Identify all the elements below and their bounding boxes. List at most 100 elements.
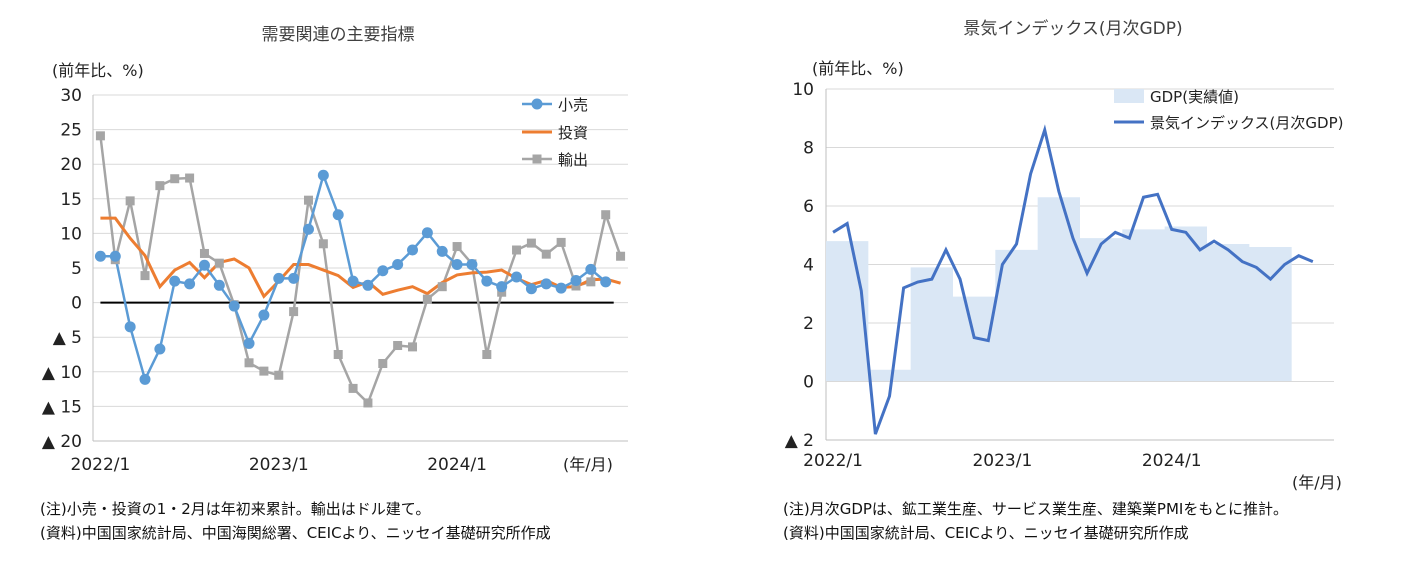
exports-point [393, 341, 402, 350]
exports-point [274, 371, 283, 380]
exports-point [126, 196, 135, 205]
retail-point [199, 260, 210, 271]
left-y-tick-label: ▲ 20 [42, 432, 82, 452]
exports-point [304, 196, 313, 205]
right-x-unit: (年/月) [1292, 473, 1342, 492]
exports-point [601, 210, 610, 219]
exports-point [586, 277, 595, 286]
right-x-tick-label: 2023/1 [972, 451, 1032, 471]
left-x-tick-label: 2023/1 [249, 455, 309, 475]
left-x-tick-label: 2024/1 [427, 455, 487, 475]
retail-point [466, 259, 477, 270]
retail-point [392, 259, 403, 270]
exports-point [408, 342, 417, 351]
exports-point [616, 252, 625, 261]
retail-point [600, 276, 611, 287]
retail-point [229, 301, 240, 312]
left-y-tick-label: 15 [60, 190, 82, 210]
retail-point [214, 280, 225, 291]
exports-point [200, 249, 209, 258]
exports-point [542, 250, 551, 259]
right-y-tick-label: 8 [803, 139, 814, 159]
right-chart-title: 景気インデックス(月次GDP) [963, 18, 1182, 39]
retail-point [362, 280, 373, 291]
retail-point [169, 276, 180, 287]
legend-gdp-swatch [1114, 89, 1144, 103]
exports-point [423, 295, 432, 304]
left-source: (資料)中国国家統計局、中国海関総署、CEICより、ニッセイ基礎研究所作成 [40, 524, 551, 542]
exports-point [438, 282, 447, 291]
right-y-tick-label: 0 [803, 373, 814, 393]
retail-point [377, 265, 388, 276]
legend-exports-marker [533, 155, 542, 164]
right-note: (注)月次GDPは、鉱工業生産、サービス業生産、建築業PMIをもとに推計。 [783, 500, 1288, 518]
legend-label: 輸出 [558, 151, 588, 169]
right-x-tick-label: 2024/1 [1142, 451, 1202, 471]
legend-label: 投資 [558, 124, 588, 142]
retail-point [526, 283, 537, 294]
retail-point [318, 170, 329, 181]
retail-point [570, 275, 581, 286]
exports-point [259, 367, 268, 376]
right-y-tick-label: 2 [803, 314, 814, 334]
retail-point [422, 227, 433, 238]
exports-point [141, 271, 150, 280]
left-y-unit: (前年比、%) [52, 61, 144, 80]
left-chart-title: 需要関連の主要指標 [262, 25, 415, 45]
right-y-tick-label: ▲ 2 [785, 431, 814, 451]
retail-point [125, 321, 136, 332]
right-source: (資料)中国国家統計局、CEICより、ニッセイ基礎研究所作成 [783, 524, 1189, 542]
retail-point [348, 276, 359, 287]
exports-point [155, 181, 164, 190]
retail-point [452, 259, 463, 270]
retail-point [496, 281, 507, 292]
retail-point [95, 251, 106, 262]
exports-point [334, 350, 343, 359]
retail-point [511, 271, 522, 282]
left-y-tick-label: 10 [60, 224, 82, 244]
left-y-tick-label: 5 [71, 259, 82, 279]
exports-point [527, 239, 536, 248]
left-y-tick-label: 30 [60, 86, 82, 106]
left-note: (注)小売・投資の1・2月は年初来累計。輸出はドル建て。 [40, 500, 430, 518]
retail-point [556, 283, 567, 294]
left-x-tick-label: 2022/1 [71, 455, 131, 475]
right-y-tick-label: 4 [803, 256, 814, 276]
retail-point [244, 338, 255, 349]
exports-point [215, 259, 224, 268]
exports-point [512, 246, 521, 255]
right-x-tick-label: 2022/1 [803, 451, 863, 471]
retail-point [333, 209, 344, 220]
exports-point [378, 359, 387, 368]
left-x-unit: (年/月) [563, 455, 613, 474]
exports-point [482, 350, 491, 359]
retail-point [288, 273, 299, 284]
left-y-tick-label: ▲ 10 [42, 363, 82, 383]
retail-point [154, 343, 165, 354]
left-y-tick-label: 25 [60, 121, 82, 141]
retail-point [437, 246, 448, 257]
retail-point [541, 278, 552, 289]
exports-point [245, 358, 254, 367]
exports-point [319, 239, 328, 248]
left-y-tick-label: 20 [60, 155, 82, 175]
retail-point [407, 245, 418, 256]
legend-label: GDP(実績値) [1150, 88, 1239, 106]
retail-point [184, 278, 195, 289]
retail-point [273, 273, 284, 284]
retail-point [481, 276, 492, 287]
legend-label: 小売 [558, 96, 588, 114]
right-y-unit: (前年比、%) [812, 59, 904, 78]
left-y-tick-label: ▲ 15 [42, 397, 82, 417]
legend-label: 景気インデックス(月次GDP) [1150, 114, 1343, 132]
retail-point [303, 224, 314, 235]
right-y-tick-label: 10 [792, 80, 814, 100]
right-y-tick-label: 6 [803, 197, 814, 217]
exports-point [185, 174, 194, 183]
retail-point [110, 251, 121, 262]
exports-point [289, 307, 298, 316]
left-y-tick-label: ▲ 5 [53, 328, 82, 348]
legend-retail-marker [532, 99, 543, 110]
